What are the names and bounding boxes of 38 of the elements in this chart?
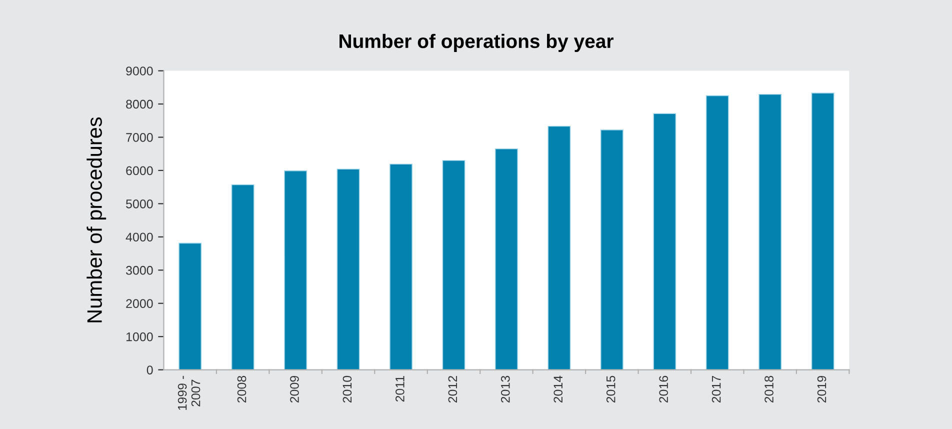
y-tick-label: 6000	[126, 166, 153, 176]
bar	[442, 160, 466, 370]
x-tick-label: 1999 - 2007	[178, 376, 200, 410]
y-tick-label: 9000	[126, 66, 153, 76]
bar	[548, 126, 571, 370]
y-tick-label: 7000	[126, 133, 153, 142]
x-tick-label: 2011	[396, 376, 404, 402]
y-tick-label: 8000	[126, 100, 153, 109]
y-axis-title: Number of procedures	[86, 117, 106, 322]
bar	[178, 242, 202, 370]
x-tick-label: 2015	[606, 376, 616, 403]
x-tick-label: 2017	[712, 376, 721, 403]
x-tick-label: 2013	[500, 376, 510, 403]
y-tick-label: 1000	[126, 332, 153, 342]
y-tick-label: 0	[146, 366, 153, 374]
bar	[758, 94, 782, 370]
bar	[600, 130, 624, 370]
y-tick-label: 3000	[126, 266, 153, 275]
x-tick-label: 2018	[764, 376, 774, 403]
x-tick-label: 2010	[342, 376, 352, 403]
bar	[336, 168, 360, 370]
bar	[811, 92, 834, 370]
y-tick-label: 4000	[126, 232, 153, 242]
y-tick-label: 5000	[126, 199, 153, 208]
bar	[390, 164, 413, 370]
x-tick-label: 2014	[554, 376, 563, 403]
bar	[494, 148, 518, 370]
x-tick-label: 2016	[659, 376, 668, 403]
x-tick-label: 2008	[237, 376, 246, 403]
x-tick-label: 2019	[817, 376, 826, 403]
x-tick-label: 2012	[448, 376, 458, 403]
bar	[284, 170, 308, 370]
chart-title: Number of operations by year	[340, 34, 614, 52]
x-tick-label: 2009	[290, 376, 299, 403]
bar	[706, 95, 729, 370]
bar	[231, 184, 254, 370]
y-tick-label: 2000	[126, 299, 153, 308]
bar	[653, 113, 676, 370]
